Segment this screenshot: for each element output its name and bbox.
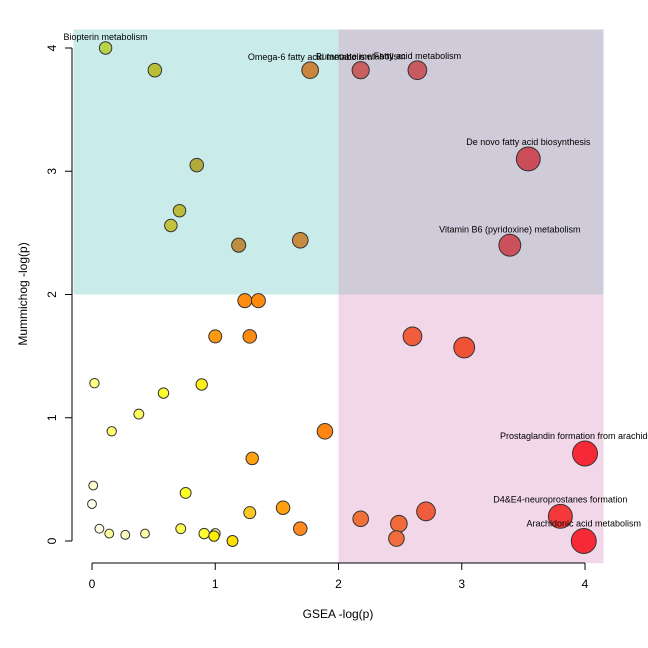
data-point (407, 60, 428, 81)
x-tick-label: 0 (89, 577, 96, 591)
data-point (133, 408, 145, 420)
data-point (106, 426, 117, 437)
point-label: Arachidonic acid metabolism (526, 519, 641, 529)
data-point (172, 203, 187, 218)
y-tick-label: 1 (45, 414, 59, 421)
data-point (291, 231, 309, 249)
data-point (293, 521, 308, 536)
x-tick-label: 3 (458, 577, 465, 591)
data-point (242, 329, 258, 344)
data-point (98, 41, 113, 55)
data-point (87, 499, 97, 509)
data-point (498, 233, 522, 257)
data-point (237, 293, 253, 309)
data-point (416, 501, 436, 522)
x-tick-label: 2 (335, 577, 342, 591)
data-point (301, 61, 319, 80)
point-label: De novo fatty acid biosynthesis (466, 137, 591, 147)
data-point (175, 523, 187, 535)
x-tick-label: 1 (212, 577, 219, 591)
data-point (164, 218, 178, 233)
data-point (390, 514, 408, 533)
y-tick-label: 4 (45, 44, 59, 51)
data-point (231, 237, 247, 253)
data-point (570, 528, 597, 554)
data-point (388, 530, 405, 547)
data-point (94, 523, 105, 534)
data-point (147, 62, 163, 78)
point-label: Biopterin metabolism (64, 32, 148, 42)
data-point (157, 387, 170, 399)
quadrant-1 (338, 29, 604, 295)
data-point (195, 378, 208, 391)
quadrant-backgrounds (73, 29, 604, 564)
point-label: Vitamin B6 (pyridoxine) metabolism (439, 224, 580, 234)
point-label: D4&E4-neuroprostanes formation (493, 494, 627, 504)
data-point (189, 157, 205, 173)
point-labels: Biopterin metabolism Omega-6 fatty acid m… (64, 32, 648, 529)
point-label: Omega-6 fatty acid metabolism (248, 52, 373, 62)
data-point (250, 293, 266, 309)
data-point (198, 527, 210, 540)
data-point (89, 378, 100, 389)
y-axis: 0 1 2 3 4 (45, 44, 73, 544)
x-axis: 0 1 2 3 4 (89, 562, 589, 591)
point-label: Prostaglandin formation from arachidonat… (500, 431, 648, 441)
data-point (453, 336, 476, 359)
data-point (547, 503, 573, 529)
data-point (104, 528, 115, 539)
y-axis-title: Mummichog -log(p) (16, 242, 30, 345)
data-point (572, 440, 598, 467)
x-tick-label: 4 (582, 577, 589, 591)
data-point (208, 530, 220, 542)
y-tick-label: 0 (45, 537, 59, 544)
y-tick-label: 2 (45, 291, 59, 298)
data-point (245, 451, 259, 466)
data-point (140, 528, 150, 539)
data-point (351, 61, 370, 80)
data-point (402, 326, 423, 347)
data-point (515, 146, 541, 172)
data-point (120, 529, 131, 540)
point-label: Butanoate metabolism (316, 52, 406, 62)
data-point (352, 510, 369, 528)
data-point (226, 535, 239, 547)
quadrant-0 (73, 29, 339, 295)
data-point (275, 500, 291, 515)
data-point (316, 423, 334, 440)
x-axis-title: GSEA -log(p) (303, 607, 374, 621)
data-point (243, 506, 257, 520)
data-point (179, 486, 192, 499)
data-point (88, 480, 99, 491)
data-point (208, 329, 223, 344)
point-label: Fatty acid metabolism (374, 51, 462, 61)
y-tick-label: 3 (45, 168, 59, 175)
data-points (87, 41, 598, 554)
